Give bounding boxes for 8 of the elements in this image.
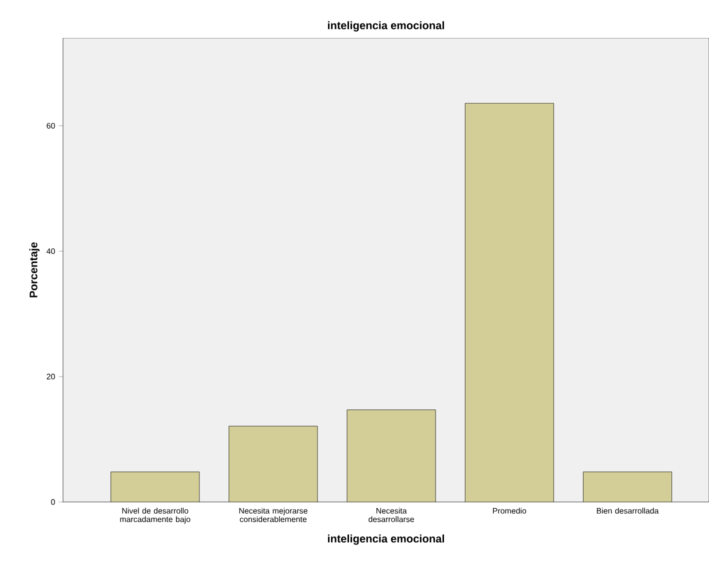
y-axis-title: Porcentaje: [29, 242, 40, 298]
bar: [110, 472, 200, 502]
bar: [347, 410, 436, 502]
x-axis-title: inteligencia emocional: [328, 534, 444, 545]
bar: [583, 472, 672, 502]
chart-title: inteligencia emocional: [328, 21, 444, 32]
bar: [228, 426, 318, 502]
bar: [465, 103, 554, 502]
